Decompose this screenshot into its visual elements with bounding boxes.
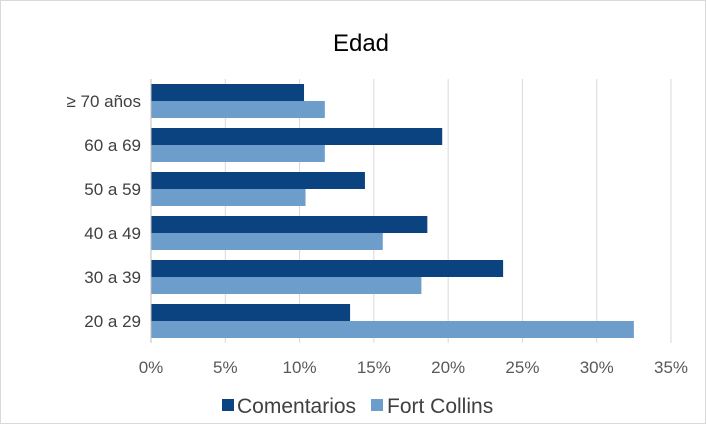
x-tick-label: 0% [139, 358, 164, 377]
bar-comentarios [151, 128, 443, 145]
legend: Comentarios Fort Collins [222, 395, 493, 418]
bar-fort-collins [151, 189, 306, 206]
bar-comentarios [151, 84, 305, 101]
x-tick-label: 35% [654, 358, 688, 377]
x-tick-label: 20% [431, 358, 465, 377]
axes: 0% 5% 10% 15% 20% 25% 30% 35% 20 a 29 30 a 39 40 a… [66, 79, 688, 377]
y-category-label: 30 a 39 [84, 268, 141, 287]
bar-fort-collins [151, 233, 383, 250]
bar-comentarios [151, 304, 351, 321]
chart-title: Edad [333, 30, 389, 57]
gridlines [224, 79, 672, 343]
y-category-label: 60 a 69 [84, 136, 141, 155]
x-tick-label: 5% [213, 358, 238, 377]
x-tick-label: 25% [505, 358, 539, 377]
y-category-label: ≥ 70 años [66, 92, 141, 111]
y-category-label: 40 a 49 [84, 224, 141, 243]
x-tick-label: 30% [580, 358, 614, 377]
x-tick-label: 15% [357, 358, 391, 377]
bar-fort-collins [151, 101, 325, 118]
x-tick-label: 10% [283, 358, 317, 377]
bar-comentarios [151, 260, 504, 277]
legend-label-comentarios: Comentarios [237, 395, 356, 418]
legend-swatch-fort-collins [371, 399, 383, 411]
bar-comentarios [151, 172, 365, 189]
bar-comentarios [151, 216, 428, 233]
y-category-label: 20 a 29 [84, 312, 141, 331]
bar-fort-collins [151, 321, 634, 338]
legend-swatch-comentarios [222, 399, 234, 411]
legend-label-fort-collins: Fort Collins [387, 395, 493, 418]
bar-fort-collins [151, 277, 422, 294]
bar-fort-collins [151, 145, 325, 162]
y-category-label: 50 a 59 [84, 180, 141, 199]
bars [151, 84, 634, 338]
